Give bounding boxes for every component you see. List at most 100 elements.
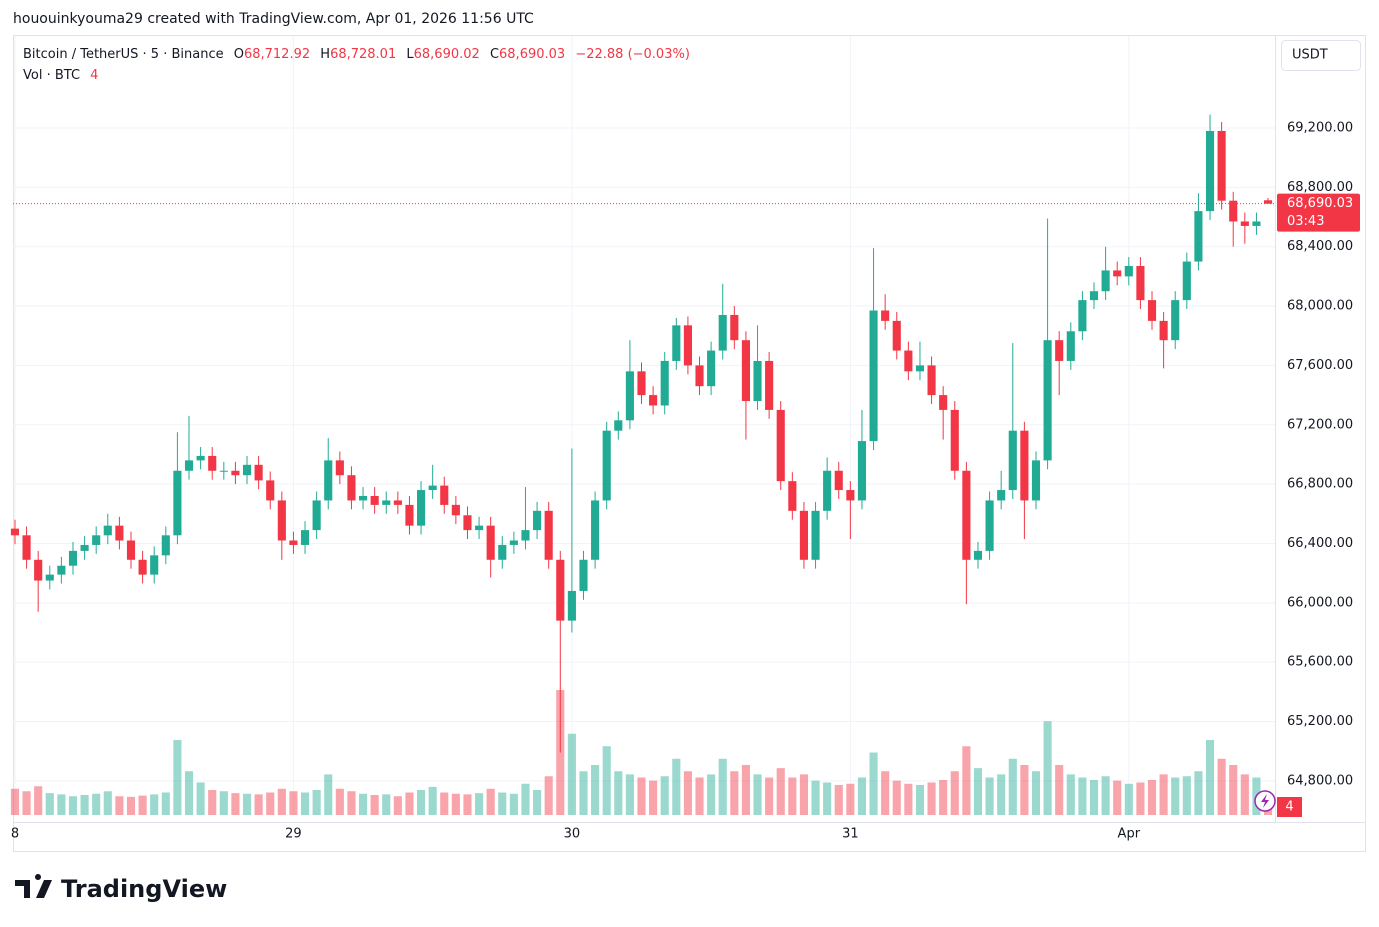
x-tick-label: 30 [564, 827, 581, 842]
candle-body [312, 500, 321, 531]
volume-bar [614, 771, 623, 815]
candle-body [475, 525, 484, 531]
volume-bar [1147, 780, 1157, 815]
volume-bar [857, 777, 867, 815]
candle-body [1031, 460, 1041, 501]
volume-bar [115, 796, 124, 815]
candle-body [451, 504, 460, 516]
volume-bar [1205, 740, 1215, 815]
volume-bar [985, 777, 994, 815]
candle-body [498, 544, 507, 560]
candle-body [254, 464, 263, 481]
volume-bar [1182, 776, 1191, 815]
logo-mark [15, 874, 52, 898]
y-tick-label: 65,200.00 [1287, 714, 1353, 729]
legend: Bitcoin / TetherUS · 5 · Binance O68,712… [23, 47, 690, 62]
volume-bar [1229, 765, 1238, 815]
candle-body [602, 430, 611, 501]
volume-bar [811, 780, 820, 815]
volume-bar [347, 791, 356, 815]
volume-bar [1136, 782, 1145, 815]
candles [10, 114, 1273, 753]
volume-bar [92, 793, 101, 815]
candle-body [544, 510, 553, 560]
volume-bar [22, 791, 31, 815]
currency[interactable]: USDT [1292, 48, 1328, 63]
candle-body [741, 340, 750, 402]
candle-body [962, 470, 971, 560]
candle-body [707, 350, 716, 387]
candle-body [869, 310, 878, 442]
volume-bar [45, 793, 54, 815]
y-tick-label: 68,800.00 [1287, 180, 1353, 195]
candle-body [846, 490, 855, 501]
candle-body [1171, 300, 1180, 341]
volume-bar [997, 774, 1006, 815]
candle-body [68, 550, 78, 566]
currency-button[interactable] [1281, 40, 1361, 71]
volume-bar [382, 794, 391, 815]
candle-body [556, 559, 565, 621]
candle-body [950, 409, 959, 471]
volume-bar [881, 771, 890, 815]
candle-body [486, 525, 495, 560]
y-tick-label: 67,200.00 [1287, 417, 1353, 432]
volume-bar [57, 794, 66, 815]
volume-pane [10, 690, 1273, 815]
volume-bar [393, 796, 402, 815]
candle-body [591, 500, 600, 560]
volume-bar [1008, 758, 1017, 815]
volume-bar [475, 793, 484, 815]
volume-bar [1101, 776, 1110, 815]
volume-bar [869, 752, 878, 815]
volume-bar [846, 783, 855, 815]
y-tick-label: 67,600.00 [1287, 358, 1353, 373]
high-value: 68,728.01 [330, 47, 396, 62]
volume-bar [416, 790, 426, 815]
volume-bar [1124, 783, 1133, 815]
candle-body [1147, 300, 1157, 321]
y-tick-label: 64,800.00 [1287, 773, 1353, 788]
last-price-label: 68,690.03 [1287, 196, 1353, 211]
volume-bar [231, 793, 240, 815]
volume-bar [939, 780, 948, 815]
volume-bar [950, 771, 959, 815]
candle-body [1124, 265, 1133, 277]
candle-body [34, 559, 43, 581]
y-tick-label: 69,200.00 [1287, 120, 1353, 135]
candle-body [277, 500, 286, 541]
volume-bar [904, 783, 913, 815]
candle-body [1101, 270, 1110, 292]
volume-bar [1043, 721, 1052, 815]
volume-bar [486, 788, 495, 815]
volume-bar [173, 740, 182, 815]
candle-body [1008, 430, 1017, 491]
volume-bar [788, 777, 797, 815]
volume-bar [1159, 774, 1168, 815]
candle-body [208, 455, 217, 471]
candle-body [1240, 221, 1249, 226]
candle-body [300, 530, 310, 545]
y-tick-label: 66,800.00 [1287, 477, 1353, 492]
candle-body [463, 515, 472, 531]
candle-body [150, 555, 159, 575]
candle-body [509, 540, 518, 545]
candle-body [405, 504, 414, 526]
candle-body [857, 441, 867, 501]
candle-body [1263, 200, 1273, 204]
volume-bar [34, 786, 43, 815]
candle-body [138, 559, 147, 575]
open-value: 68,712.92 [244, 47, 310, 62]
volume-bar [1217, 758, 1226, 815]
candle-body [718, 314, 727, 351]
candle-body [242, 464, 252, 476]
volume-bar [591, 765, 600, 815]
candle-body [753, 360, 762, 402]
volume-bar [184, 771, 194, 815]
candle-body [776, 409, 785, 482]
candle-body [126, 540, 136, 560]
candle-body [915, 365, 925, 372]
countdown: 03:43 [1287, 214, 1324, 229]
grid [13, 36, 1275, 815]
